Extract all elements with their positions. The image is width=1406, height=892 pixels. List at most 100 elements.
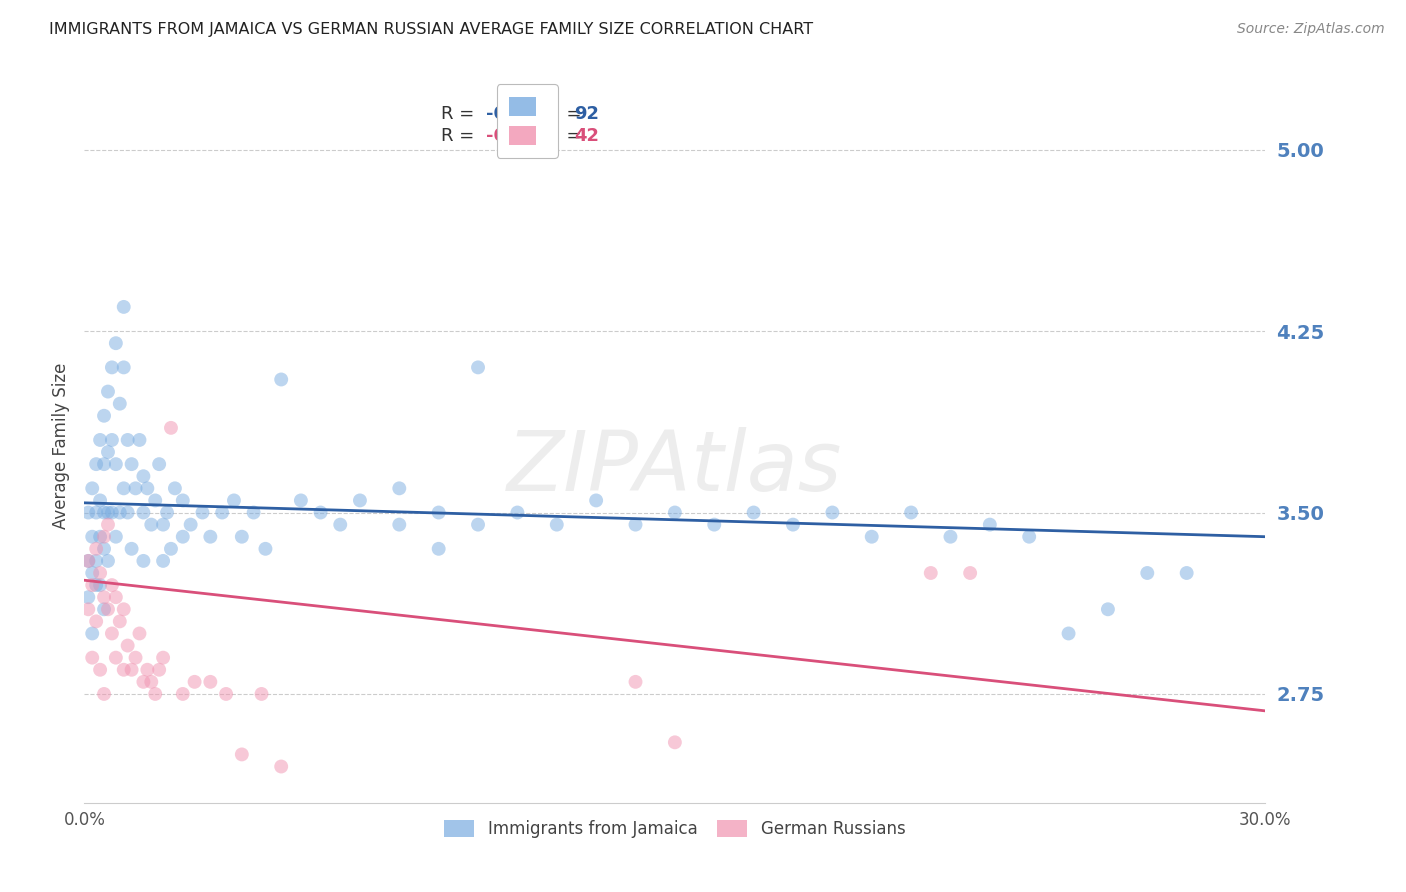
Point <box>546 517 568 532</box>
Point <box>84 554 107 568</box>
Point <box>84 457 107 471</box>
Point <box>163 481 186 495</box>
Point <box>89 566 111 580</box>
Point <box>128 626 150 640</box>
Text: N =: N = <box>530 127 586 145</box>
Point <box>664 506 686 520</box>
Point <box>427 541 450 556</box>
Point <box>782 517 804 532</box>
Point <box>124 481 146 495</box>
Point <box>329 517 352 532</box>
Point <box>82 626 104 640</box>
Point <box>124 650 146 665</box>
Point <box>101 578 124 592</box>
Point <box>211 506 233 520</box>
Point <box>388 517 411 532</box>
Point <box>112 663 135 677</box>
Point <box>112 602 135 616</box>
Point <box>427 506 450 520</box>
Text: ZIPAtlas: ZIPAtlas <box>508 427 842 508</box>
Point <box>84 615 107 629</box>
Point <box>93 530 115 544</box>
Point <box>821 506 844 520</box>
Point <box>141 674 163 689</box>
Point <box>77 590 100 604</box>
Point <box>93 541 115 556</box>
Point <box>89 663 111 677</box>
Point <box>900 506 922 520</box>
Point <box>108 615 131 629</box>
Point <box>93 602 115 616</box>
Point <box>97 506 120 520</box>
Point <box>200 530 222 544</box>
Point <box>156 506 179 520</box>
Point <box>215 687 238 701</box>
Point <box>141 517 163 532</box>
Point <box>82 530 104 544</box>
Point <box>152 650 174 665</box>
Point <box>117 506 139 520</box>
Point <box>104 650 127 665</box>
Point <box>585 493 607 508</box>
Point <box>172 687 194 701</box>
Point <box>1175 566 1198 580</box>
Point <box>82 578 104 592</box>
Point <box>89 433 111 447</box>
Text: N =: N = <box>530 105 586 123</box>
Point <box>939 530 962 544</box>
Point <box>101 433 124 447</box>
Point <box>104 530 127 544</box>
Point <box>703 517 725 532</box>
Point <box>104 457 127 471</box>
Point <box>143 493 166 508</box>
Point <box>93 457 115 471</box>
Point <box>117 433 139 447</box>
Point <box>97 554 120 568</box>
Point <box>82 481 104 495</box>
Point <box>388 481 411 495</box>
Text: Source: ZipAtlas.com: Source: ZipAtlas.com <box>1237 22 1385 37</box>
Text: -0.132: -0.132 <box>486 105 550 123</box>
Point <box>101 506 124 520</box>
Point <box>1136 566 1159 580</box>
Text: 92: 92 <box>575 105 599 123</box>
Point <box>93 506 115 520</box>
Point <box>959 566 981 580</box>
Point <box>254 541 277 556</box>
Point <box>97 602 120 616</box>
Point <box>112 360 135 375</box>
Point <box>270 372 292 386</box>
Point <box>231 747 253 762</box>
Point <box>117 639 139 653</box>
Point <box>742 506 765 520</box>
Point <box>77 506 100 520</box>
Point <box>467 517 489 532</box>
Point <box>191 506 214 520</box>
Point <box>231 530 253 544</box>
Point <box>349 493 371 508</box>
Point <box>860 530 883 544</box>
Point <box>89 530 111 544</box>
Point <box>104 336 127 351</box>
Text: -0.153: -0.153 <box>486 127 550 145</box>
Point <box>97 445 120 459</box>
Point <box>77 602 100 616</box>
Text: IMMIGRANTS FROM JAMAICA VS GERMAN RUSSIAN AVERAGE FAMILY SIZE CORRELATION CHART: IMMIGRANTS FROM JAMAICA VS GERMAN RUSSIA… <box>49 22 813 37</box>
Point <box>84 541 107 556</box>
Legend: Immigrants from Jamaica, German Russians: Immigrants from Jamaica, German Russians <box>437 813 912 845</box>
Y-axis label: Average Family Size: Average Family Size <box>52 363 70 529</box>
Text: R =: R = <box>441 127 479 145</box>
Point <box>121 457 143 471</box>
Point <box>89 493 111 508</box>
Point <box>624 674 647 689</box>
Point <box>132 469 155 483</box>
Point <box>979 517 1001 532</box>
Point <box>112 300 135 314</box>
Point <box>624 517 647 532</box>
Point <box>89 578 111 592</box>
Point <box>84 578 107 592</box>
Point <box>121 541 143 556</box>
Point <box>132 506 155 520</box>
Point <box>97 384 120 399</box>
Point <box>664 735 686 749</box>
